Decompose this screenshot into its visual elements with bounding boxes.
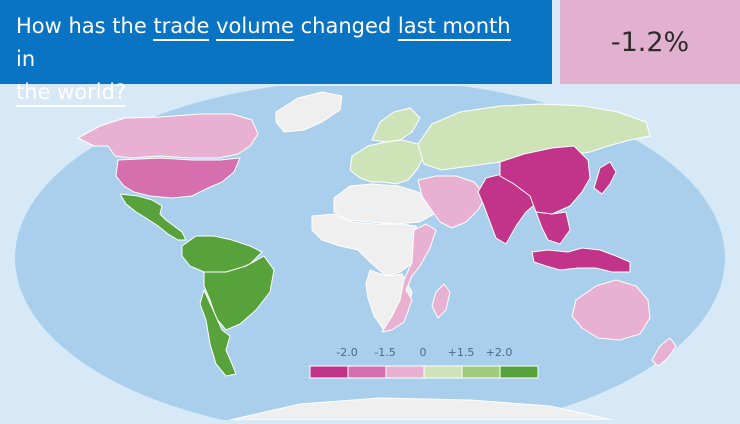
legend-swatch-3: [385, 365, 425, 379]
region-southeast-asia[interactable]: [535, 211, 571, 245]
region-south-america-south[interactable]: [199, 289, 237, 377]
legend-label-minus-2: -2.0: [336, 346, 357, 359]
legend-label-plus-1-5: +1.5: [448, 346, 475, 359]
trade-filter-link[interactable]: trade: [153, 14, 210, 41]
region-usa[interactable]: [115, 157, 241, 199]
legend-label-0: 0: [420, 346, 427, 359]
region-new-zealand[interactable]: [651, 337, 677, 367]
region-south-america-brazil[interactable]: [203, 255, 275, 331]
color-legend: -2.0 -1.5 0 +1.5 +2.0: [309, 346, 539, 379]
region-middle-east[interactable]: [417, 175, 487, 229]
volume-filter-link[interactable]: volume: [216, 14, 294, 41]
region-australia[interactable]: [571, 279, 651, 341]
value-text: -1.2%: [610, 26, 690, 58]
question-text: in: [16, 47, 36, 71]
legend-label-minus-1-5: -1.5: [374, 346, 395, 359]
legend-swatch-2: [347, 365, 387, 379]
region-indonesia[interactable]: [531, 247, 631, 273]
header-bar: How has the trade volume changed last mo…: [0, 0, 740, 107]
the-world-filter-link[interactable]: the world?: [16, 80, 127, 107]
region-central-africa[interactable]: [311, 213, 421, 277]
legend-swatch-4: [423, 365, 463, 379]
region-madagascar[interactable]: [431, 283, 451, 319]
trade-change-value: -1.2%: [560, 0, 740, 84]
legend-swatch-5: [461, 365, 501, 379]
region-east-africa[interactable]: [381, 223, 437, 333]
region-russia[interactable]: [417, 103, 651, 171]
legend-swatch-1: [309, 365, 349, 379]
world-map: -2.0 -1.5 0 +1.5 +2.0: [0, 80, 740, 424]
region-north-america-north[interactable]: [77, 113, 259, 159]
region-japan[interactable]: [593, 161, 617, 195]
question-text: How has the: [16, 14, 154, 38]
legend-label-plus-2: +2.0: [486, 346, 513, 359]
last-month-filter-link[interactable]: last month: [397, 14, 511, 41]
question-panel: How has the trade volume changed last mo…: [0, 0, 552, 107]
region-china[interactable]: [499, 145, 591, 215]
region-mexico-central-america[interactable]: [119, 193, 187, 241]
legend-swatch-6: [499, 365, 539, 379]
region-greenland[interactable]: [275, 91, 343, 133]
question-text: changed: [293, 14, 398, 38]
region-scandinavia[interactable]: [371, 107, 421, 143]
